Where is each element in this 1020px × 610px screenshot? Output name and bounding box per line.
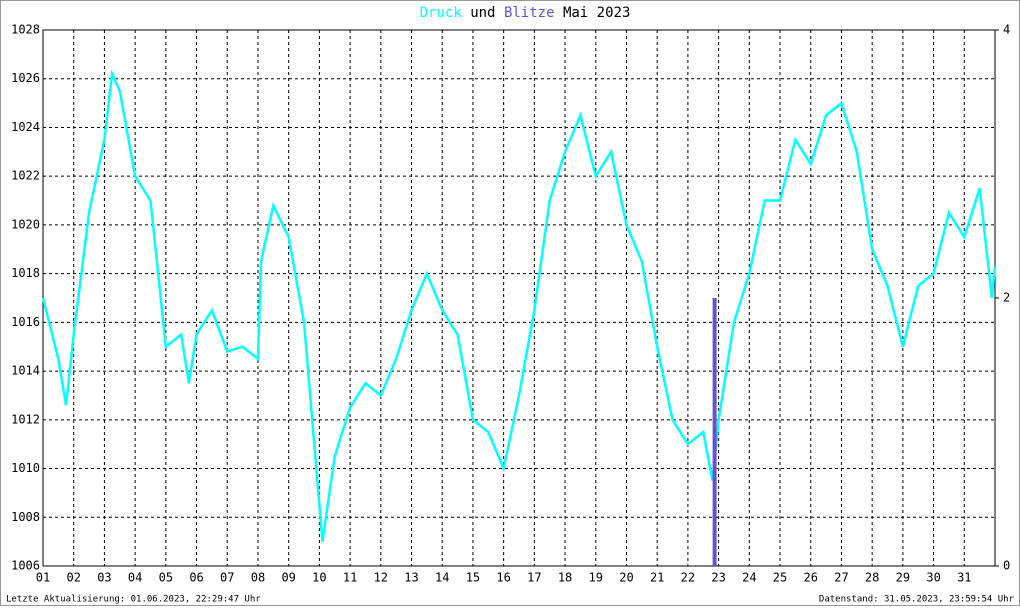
- x-tick-label: 17: [527, 571, 541, 585]
- pressure-line: [41, 69, 997, 542]
- x-tick-label: 22: [681, 571, 695, 585]
- x-tick-label: 28: [865, 571, 879, 585]
- y2-tick-label: 0: [1003, 559, 1010, 573]
- x-tick-label: 09: [281, 571, 295, 585]
- x-tick-label: 12: [374, 571, 388, 585]
- x-tick-label: 21: [650, 571, 664, 585]
- y2-tick-label: 4: [1003, 23, 1010, 37]
- y-tick-label: 1022: [11, 169, 40, 183]
- x-tick-label: 31: [957, 571, 971, 585]
- x-tick-label: 03: [97, 571, 111, 585]
- footer-right: Datenstand: 31.05.2023, 23:59:54 Uhr: [819, 595, 1015, 605]
- x-tick-label: 06: [189, 571, 203, 585]
- x-tick-label: 10: [312, 571, 326, 585]
- x-tick-label: 13: [404, 571, 418, 585]
- y-tick-label: 1012: [11, 412, 40, 426]
- y-tick-label: 1008: [11, 510, 40, 524]
- x-tick-label: 19: [589, 571, 603, 585]
- y-tick-label: 1010: [11, 461, 40, 475]
- x-tick-label: 11: [343, 571, 357, 585]
- y-tick-label: 1020: [11, 217, 40, 231]
- x-tick-label: 27: [834, 571, 848, 585]
- title-druck: Druck: [420, 5, 463, 21]
- x-tick-label: 01: [36, 571, 50, 585]
- y-tick-label: 1028: [11, 23, 40, 37]
- plot-area: [42, 29, 996, 567]
- y-tick-label: 1016: [11, 315, 40, 329]
- x-tick-label: 07: [220, 571, 234, 585]
- title-blitze: Blitze: [504, 5, 555, 21]
- y2-tick-label: 2: [1003, 291, 1010, 305]
- x-tick-label: 20: [619, 571, 633, 585]
- x-tick-label: 02: [66, 571, 80, 585]
- y-tick-label: 1018: [11, 266, 40, 280]
- y-tick-label: 1014: [11, 364, 40, 378]
- x-tick-label: 30: [926, 571, 940, 585]
- x-tick-label: 14: [435, 571, 449, 585]
- chart-title: Druck und Blitze Mai 2023: [420, 5, 631, 21]
- x-tick-label: 29: [896, 571, 910, 585]
- x-tick-label: 25: [773, 571, 787, 585]
- x-tick-label: 04: [128, 571, 142, 585]
- lightning-bar: [712, 298, 717, 566]
- title-month: Mai 2023: [563, 5, 630, 21]
- y-tick-label: 1026: [11, 71, 40, 85]
- title-und: und: [470, 5, 495, 21]
- x-tick-label: 26: [804, 571, 818, 585]
- x-tick-label: 05: [159, 571, 173, 585]
- y-tick-label: 1024: [11, 120, 40, 134]
- x-tick-label: 15: [466, 571, 480, 585]
- x-tick-label: 24: [742, 571, 756, 585]
- x-tick-label: 23: [711, 571, 725, 585]
- x-tick-label: 08: [251, 571, 265, 585]
- footer-left: Letzte Aktualisierung: 01.06.2023, 22:29…: [6, 595, 261, 605]
- y-tick-label: 1006: [11, 559, 40, 573]
- x-tick-label: 16: [496, 571, 510, 585]
- x-tick-label: 18: [558, 571, 572, 585]
